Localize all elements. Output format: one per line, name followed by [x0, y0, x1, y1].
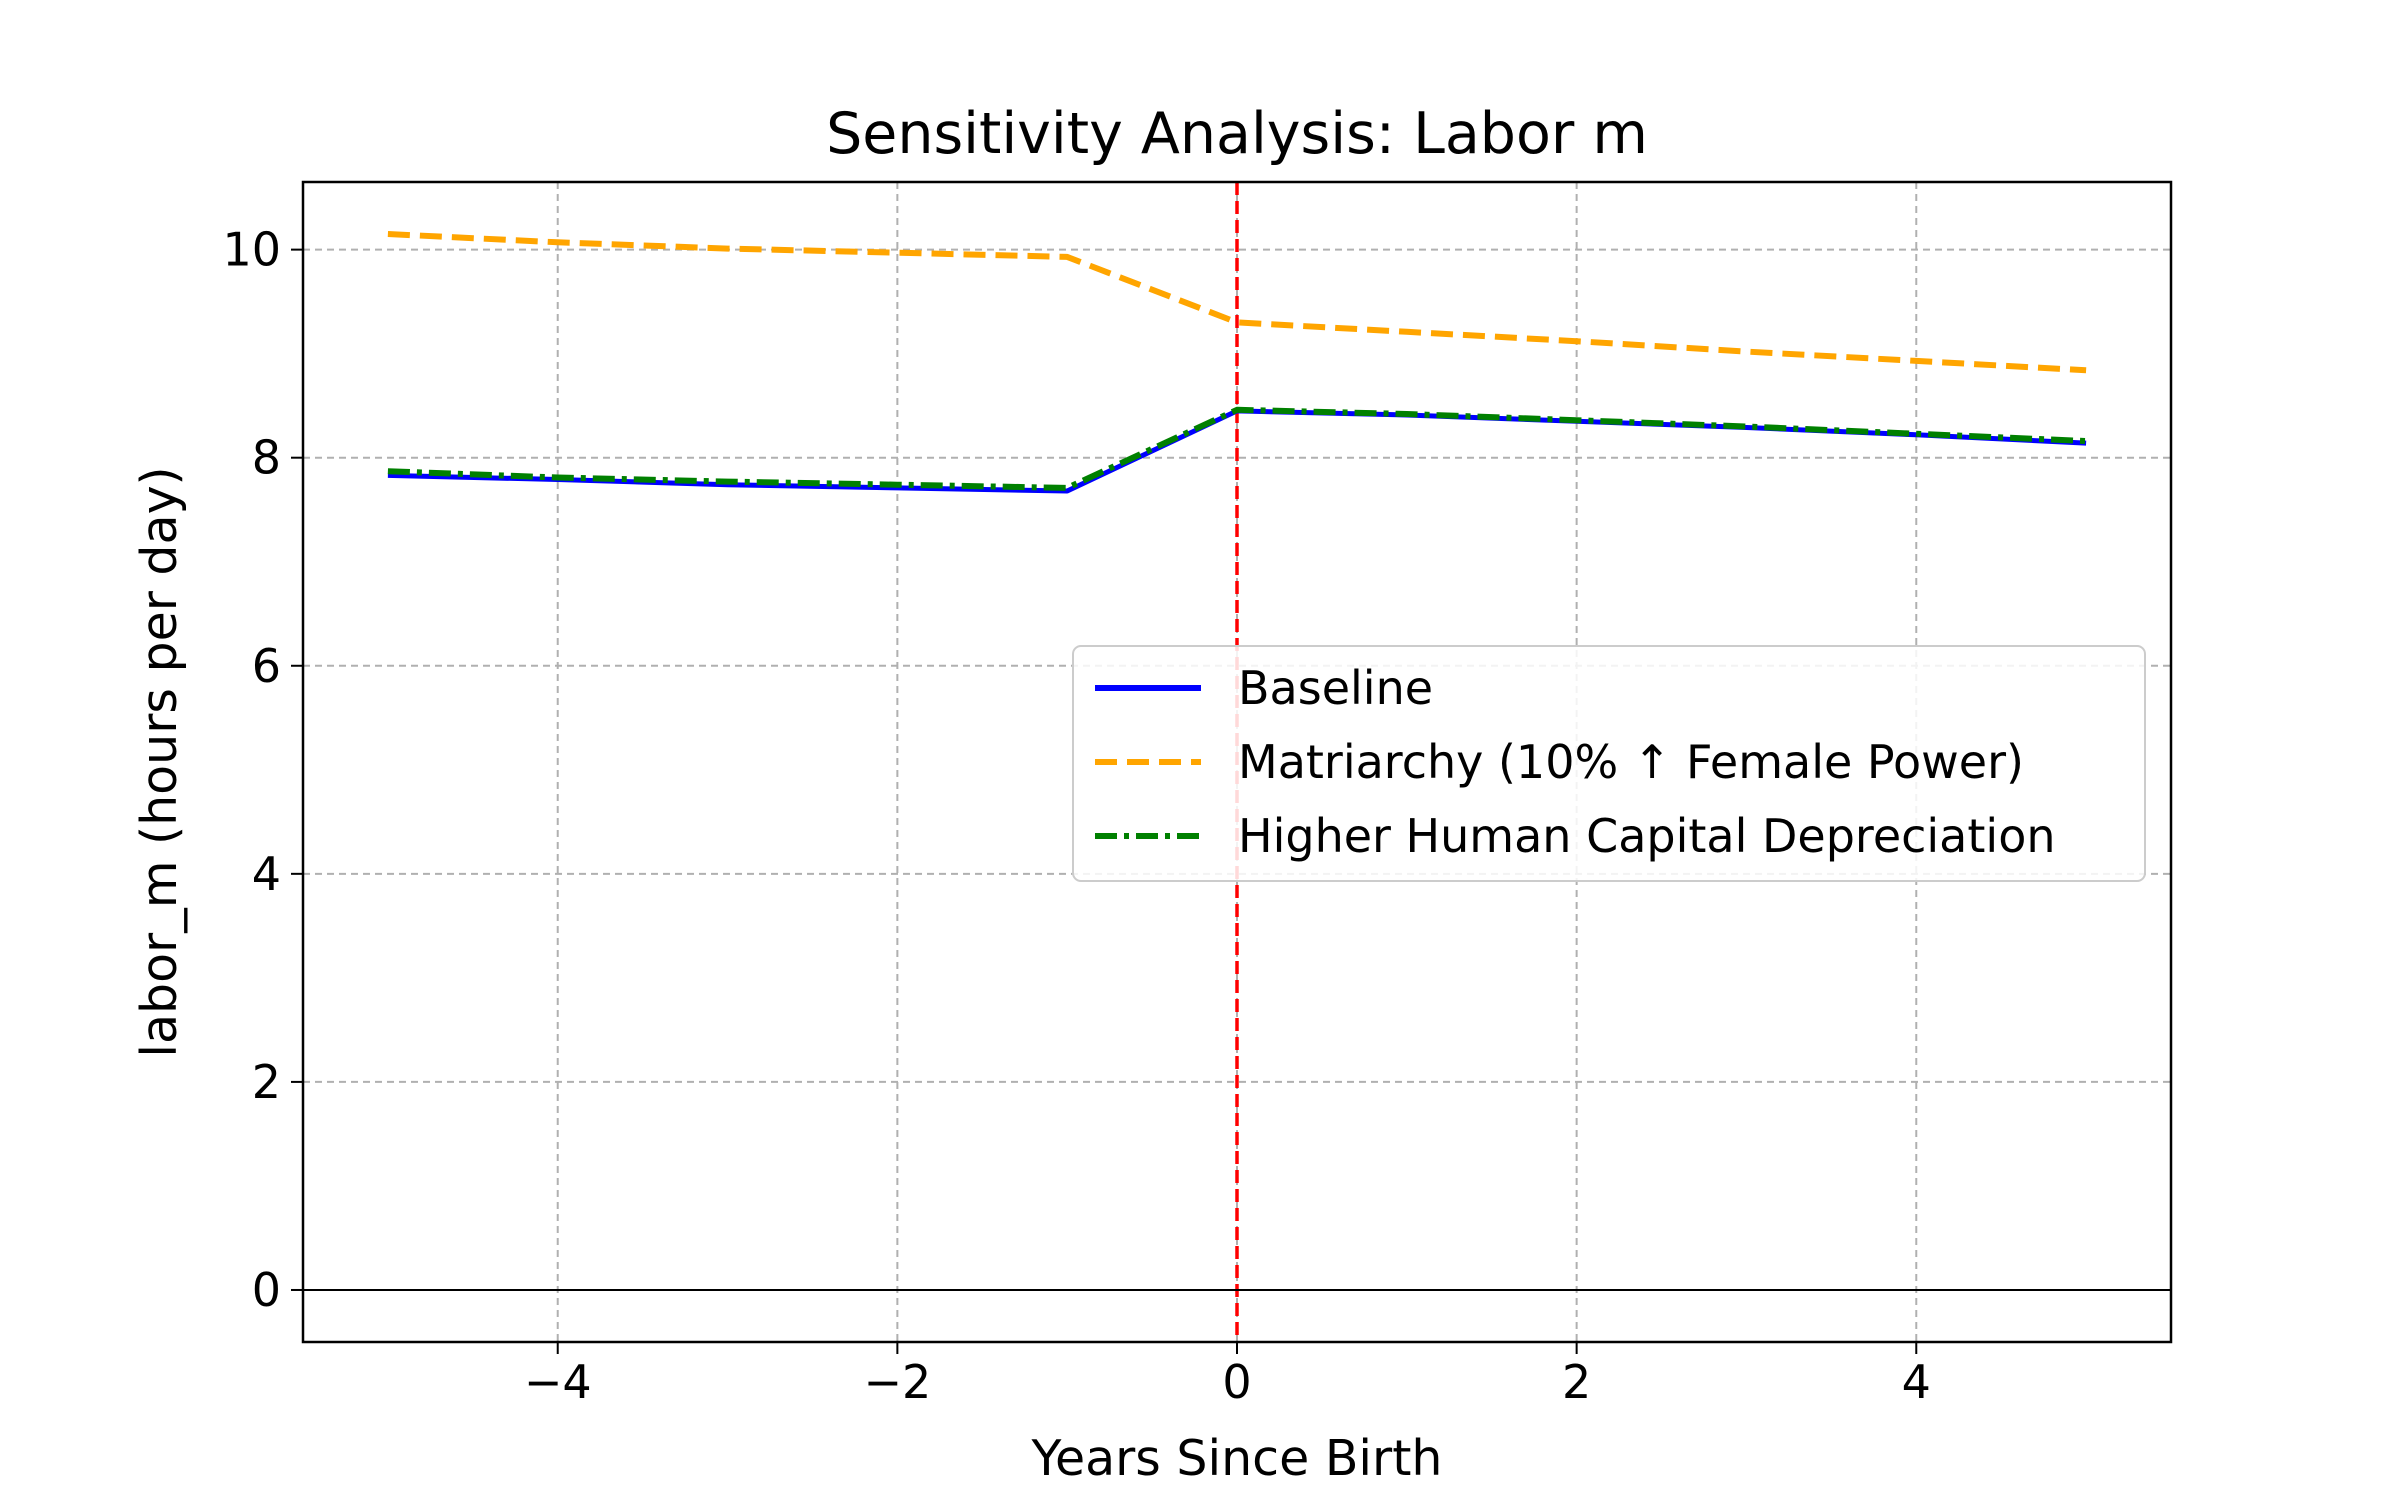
y-tick-label: 10 — [222, 223, 281, 277]
legend: Baseline Matriarchy (10% ↑ Female Power) H… — [1072, 645, 2146, 882]
series-line-2 — [387, 231, 2087, 374]
legend-label-2: Matriarchy (10% ↑ Female Power) — [1238, 735, 2024, 789]
y-tick-label: 4 — [252, 847, 281, 901]
legend-label-3: Higher Human Capital Depreciation — [1238, 809, 2056, 863]
legend-label-1: Baseline — [1238, 661, 1433, 715]
x-tick-label: −2 — [863, 1355, 931, 1409]
plot-series — [387, 231, 2087, 494]
x-tick-label: −4 — [524, 1355, 592, 1409]
x-axis-label: Years Since Birth — [1031, 1430, 1443, 1487]
y-axis-label: labor_m (hours per day) — [131, 466, 188, 1057]
legend-box — [1072, 645, 2146, 882]
axis-ticks: −4 −2 0 2 4 0 2 4 6 8 10 — [222, 223, 1930, 1409]
y-tick-label: 8 — [252, 431, 281, 485]
y-tick-label: 6 — [252, 639, 281, 693]
y-tick-label: 2 — [252, 1055, 281, 1109]
x-tick-label: 4 — [1902, 1355, 1931, 1409]
x-tick-label: 0 — [1222, 1355, 1251, 1409]
y-tick-label: 0 — [252, 1263, 281, 1317]
series-line-3 — [387, 406, 2087, 491]
chart-title: Sensitivity Analysis: Labor m — [826, 101, 1648, 167]
x-tick-label: 2 — [1562, 1355, 1591, 1409]
